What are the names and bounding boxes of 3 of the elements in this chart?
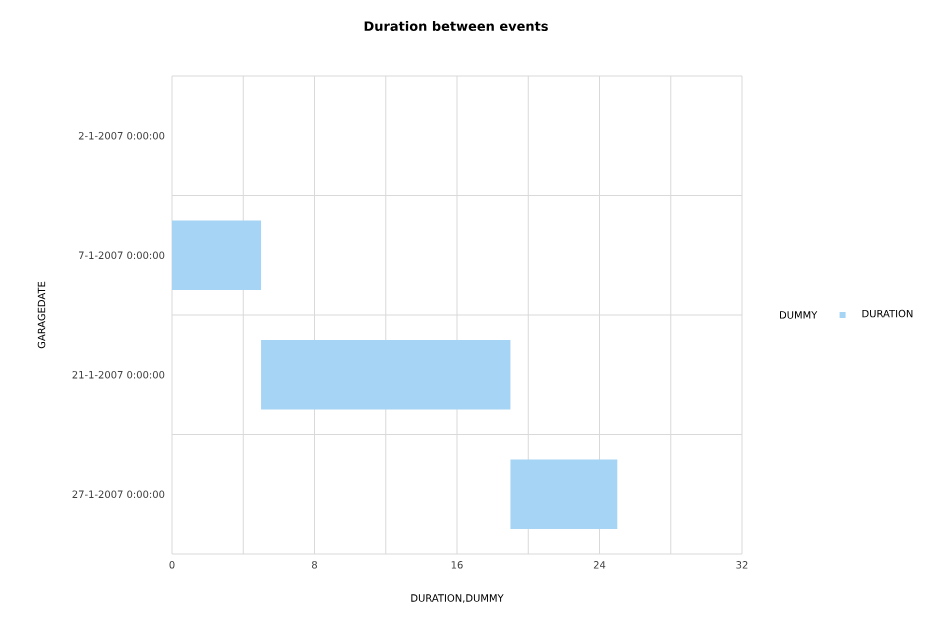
- bar: [510, 459, 618, 529]
- bar: [261, 340, 511, 410]
- bar: [172, 220, 262, 290]
